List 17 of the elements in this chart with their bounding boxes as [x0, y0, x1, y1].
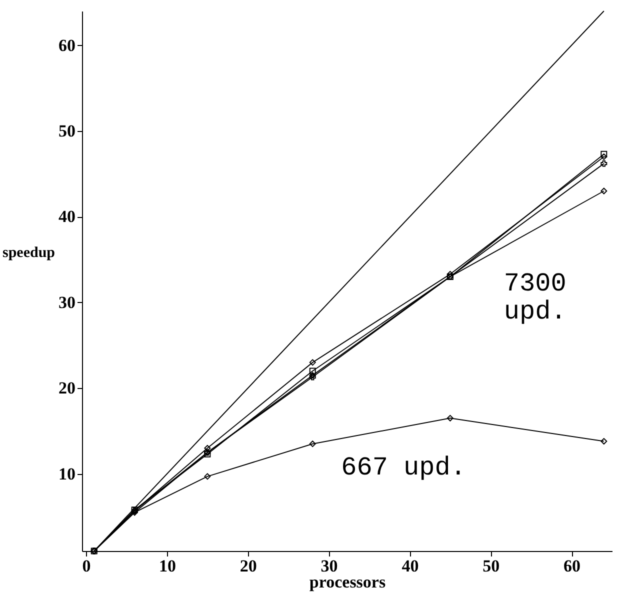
- x-tick-label: 20: [240, 556, 257, 576]
- y-tick-label: 60: [58, 36, 76, 55]
- x-tick-label: 10: [158, 556, 176, 576]
- y-tick-label: 40: [58, 207, 76, 226]
- y-tick-label: 30: [58, 292, 76, 312]
- x-tick-label: 40: [402, 556, 419, 576]
- annotation: 667 upd.: [341, 452, 466, 482]
- x-tick-label: 60: [564, 556, 581, 576]
- y-tick-label: 10: [58, 464, 76, 484]
- x-tick-label: 50: [482, 556, 500, 576]
- y-axis-title: speedup: [2, 244, 56, 261]
- y-tick-label: 50: [58, 122, 76, 140]
- annotation: 7300 upd.: [504, 268, 566, 327]
- x-tick-label: 0: [82, 556, 91, 576]
- x-tick-label: 30: [320, 556, 338, 576]
- y-tick-label: 20: [58, 378, 76, 398]
- x-axis-title: processors: [309, 572, 386, 592]
